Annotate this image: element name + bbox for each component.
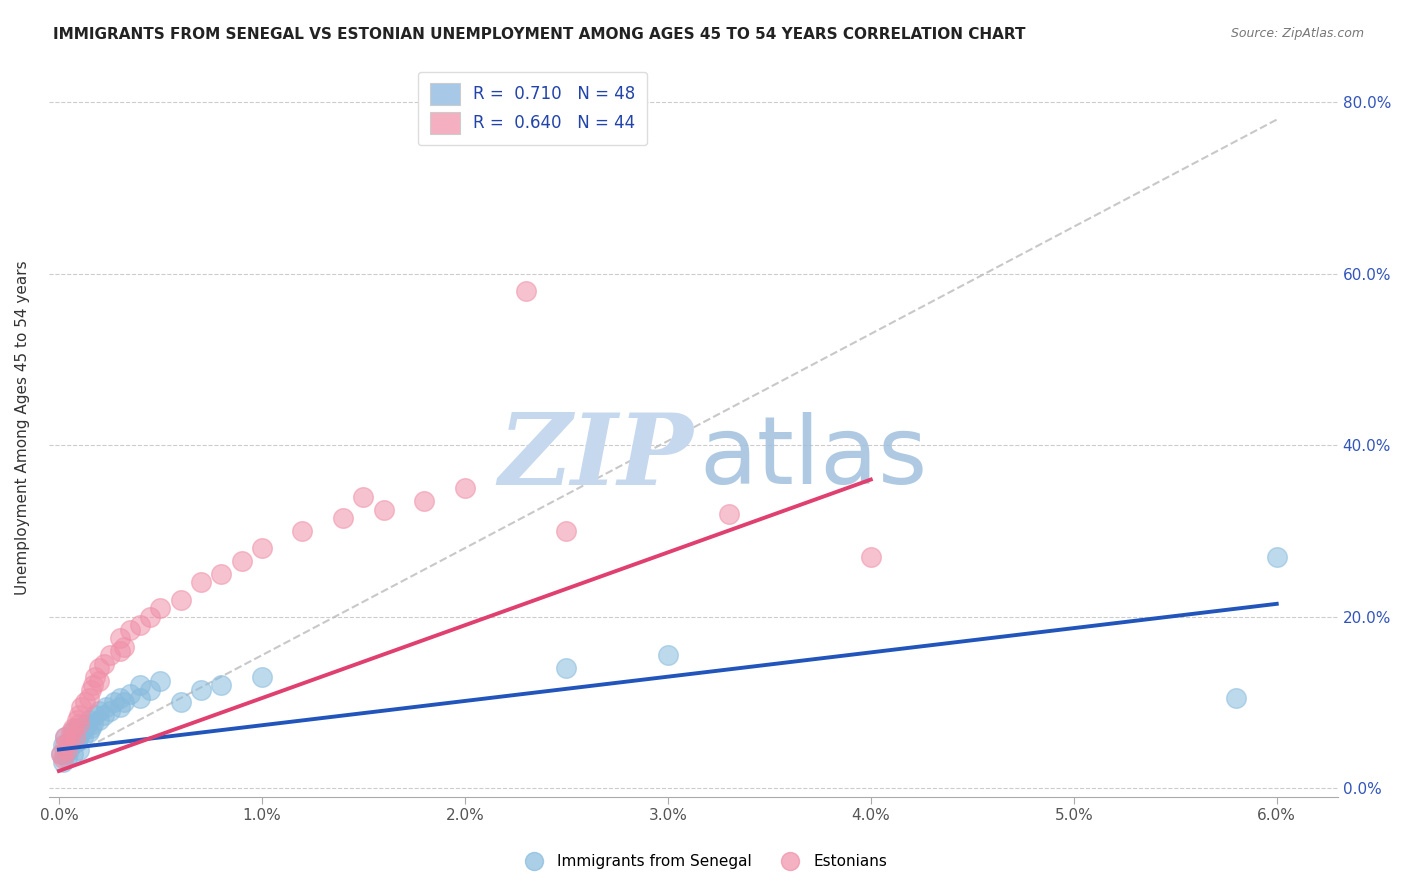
Point: [93, 657, 115, 671]
Point: [79, 725, 101, 739]
Point: [58, 742, 80, 756]
Point: [250, 541, 273, 555]
Point: [170, 695, 193, 709]
Point: [555, 524, 578, 538]
Point: [657, 648, 679, 663]
Point: [56, 751, 79, 765]
Point: [112, 640, 135, 654]
Point: [62, 747, 84, 761]
Point: [52, 751, 75, 765]
Point: [108, 631, 131, 645]
Point: [190, 682, 212, 697]
Point: [62, 721, 84, 735]
Point: [79, 713, 101, 727]
Point: [129, 678, 152, 692]
Point: [1225, 691, 1247, 706]
Point: [58, 734, 80, 748]
Point: [112, 695, 135, 709]
Point: [82, 716, 104, 731]
Point: [139, 609, 162, 624]
Point: [49, 747, 72, 761]
Point: [66, 713, 89, 727]
Point: [63, 730, 86, 744]
Point: [352, 490, 374, 504]
Point: [80, 721, 103, 735]
Legend: R =  0.710   N = 48, R =  0.640   N = 44: R = 0.710 N = 48, R = 0.640 N = 44: [418, 71, 647, 145]
Point: [209, 678, 232, 692]
Point: [717, 507, 740, 521]
Text: ZIP: ZIP: [498, 409, 693, 506]
Point: [89, 713, 111, 727]
Point: [63, 730, 86, 744]
Point: [63, 721, 86, 735]
Point: [53, 747, 76, 761]
Point: [60, 738, 83, 752]
Point: [89, 704, 111, 718]
Point: [149, 673, 172, 688]
Point: [129, 618, 152, 632]
Point: [291, 524, 314, 538]
Point: [58, 734, 80, 748]
Point: [332, 511, 354, 525]
Point: [52, 756, 75, 770]
Point: [89, 661, 111, 675]
Point: [67, 730, 90, 744]
Point: [190, 575, 212, 590]
Point: [93, 708, 115, 723]
Point: [67, 721, 90, 735]
Point: [108, 644, 131, 658]
Point: [118, 687, 141, 701]
Point: [1265, 549, 1288, 564]
Point: [231, 554, 253, 568]
Point: [84, 670, 107, 684]
Text: atlas: atlas: [700, 411, 928, 504]
Y-axis label: Unemployment Among Ages 45 to 54 years: Unemployment Among Ages 45 to 54 years: [15, 260, 30, 596]
Point: [53, 730, 76, 744]
Point: [373, 502, 395, 516]
Point: [67, 742, 90, 756]
Point: [118, 623, 141, 637]
Point: [53, 730, 76, 744]
Point: [209, 566, 232, 581]
Point: [170, 592, 193, 607]
Point: [70, 699, 93, 714]
Point: [129, 691, 152, 706]
Point: [56, 742, 79, 756]
Point: [139, 682, 162, 697]
Point: [515, 284, 537, 298]
Text: IMMIGRANTS FROM SENEGAL VS ESTONIAN UNEMPLOYMENT AMONG AGES 45 TO 54 YEARS CORRE: IMMIGRANTS FROM SENEGAL VS ESTONIAN UNEM…: [53, 27, 1026, 42]
Point: [82, 678, 104, 692]
Point: [555, 661, 578, 675]
Point: [108, 691, 131, 706]
Point: [52, 738, 75, 752]
Legend: Immigrants from Senegal, Estonians: Immigrants from Senegal, Estonians: [513, 848, 893, 875]
Point: [66, 734, 89, 748]
Point: [84, 708, 107, 723]
Point: [250, 670, 273, 684]
Point: [98, 648, 121, 663]
Text: Source: ZipAtlas.com: Source: ZipAtlas.com: [1230, 27, 1364, 40]
Point: [70, 725, 93, 739]
Point: [67, 716, 90, 731]
Point: [53, 738, 76, 752]
Point: [103, 695, 125, 709]
Point: [76, 716, 98, 731]
Point: [75, 721, 97, 735]
Point: [108, 699, 131, 714]
Point: [49, 747, 72, 761]
Point: [67, 708, 90, 723]
Point: [454, 481, 477, 495]
Point: [98, 704, 121, 718]
Point: [89, 673, 111, 688]
Point: [60, 725, 83, 739]
Point: [79, 691, 101, 706]
Point: [72, 730, 94, 744]
Point: [859, 549, 882, 564]
Point: [75, 695, 97, 709]
Point: [62, 725, 84, 739]
Point: [413, 494, 436, 508]
Point: [80, 682, 103, 697]
Point: [149, 601, 172, 615]
Point: [94, 699, 117, 714]
